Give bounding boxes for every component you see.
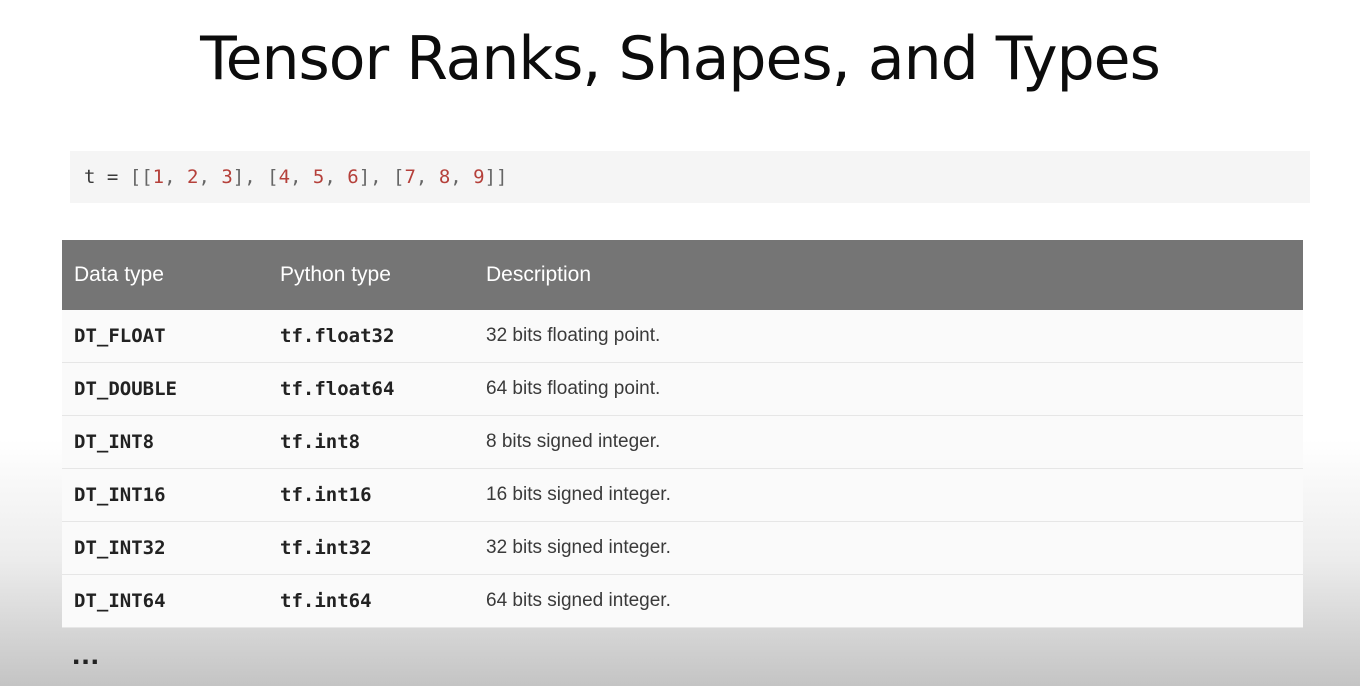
code-number-token: 5 xyxy=(312,166,325,188)
code-token: t = xyxy=(84,166,130,188)
python-type-cell: tf.int32 xyxy=(268,521,474,575)
description-cell: 64 bits floating point. xyxy=(474,362,1303,416)
code-token: , xyxy=(415,166,439,188)
table-header-row: Data type Python type Description xyxy=(62,240,1303,310)
slide-title: Tensor Ranks, Shapes, and Types xyxy=(200,24,1161,94)
continuation-ellipsis: ... xyxy=(72,638,101,671)
code-number-token: 2 xyxy=(187,166,199,188)
code-number-token: 6 xyxy=(347,166,359,188)
description-cell: 32 bits signed integer. xyxy=(474,521,1303,575)
column-header-data-type: Data type xyxy=(62,240,268,310)
code-token: , xyxy=(324,166,348,188)
table-row: DT_INT64 tf.int64 64 bits signed integer… xyxy=(62,574,1303,628)
data-type-cell: DT_DOUBLE xyxy=(62,362,268,416)
data-type-cell: DT_INT64 xyxy=(62,574,268,628)
python-type-cell: tf.float32 xyxy=(268,310,474,363)
column-header-python-type: Python type xyxy=(268,240,474,310)
code-number-token: 4 xyxy=(278,166,291,188)
python-type-cell: tf.int8 xyxy=(268,415,474,469)
python-type-cell: tf.float64 xyxy=(268,362,474,416)
table-row: DT_DOUBLE tf.float64 64 bits floating po… xyxy=(62,362,1303,416)
code-number-token: 7 xyxy=(404,166,416,188)
code-token: ], [ xyxy=(232,166,279,188)
code-token: , xyxy=(450,166,474,188)
table-row: DT_INT16 tf.int16 16 bits signed integer… xyxy=(62,468,1303,522)
code-block: t = [[1, 2, 3], [4, 5, 6], [7, 8, 9]] xyxy=(70,151,1310,203)
python-type-cell: tf.int16 xyxy=(268,468,474,522)
description-cell: 64 bits signed integer. xyxy=(474,574,1303,628)
data-type-cell: DT_INT32 xyxy=(62,521,268,575)
code-token: ]] xyxy=(484,166,508,188)
table-row: DT_INT32 tf.int32 32 bits signed integer… xyxy=(62,521,1303,575)
table-row: DT_FLOAT tf.float32 32 bits floating poi… xyxy=(62,310,1303,363)
code-token: , xyxy=(164,166,187,188)
data-types-table: Data type Python type Description DT_FLO… xyxy=(62,240,1303,628)
data-type-cell: DT_FLOAT xyxy=(62,310,268,363)
data-type-cell: DT_INT8 xyxy=(62,415,268,469)
column-header-description: Description xyxy=(474,240,1303,310)
code-number-token: 9 xyxy=(473,166,485,188)
description-cell: 8 bits signed integer. xyxy=(474,415,1303,469)
code-number-token: 3 xyxy=(221,166,233,188)
python-type-cell: tf.int64 xyxy=(268,574,474,628)
code-token: [[ xyxy=(129,166,153,188)
table-row: DT_INT8 tf.int8 8 bits signed integer. xyxy=(62,415,1303,469)
description-cell: 16 bits signed integer. xyxy=(474,468,1303,522)
code-token: , xyxy=(290,166,313,188)
code-token: ], [ xyxy=(358,166,405,188)
code-token: , xyxy=(198,166,222,188)
code-number-token: 8 xyxy=(438,166,451,188)
description-cell: 32 bits floating point. xyxy=(474,310,1303,363)
data-type-cell: DT_INT16 xyxy=(62,468,268,522)
code-number-token: 1 xyxy=(152,166,165,188)
